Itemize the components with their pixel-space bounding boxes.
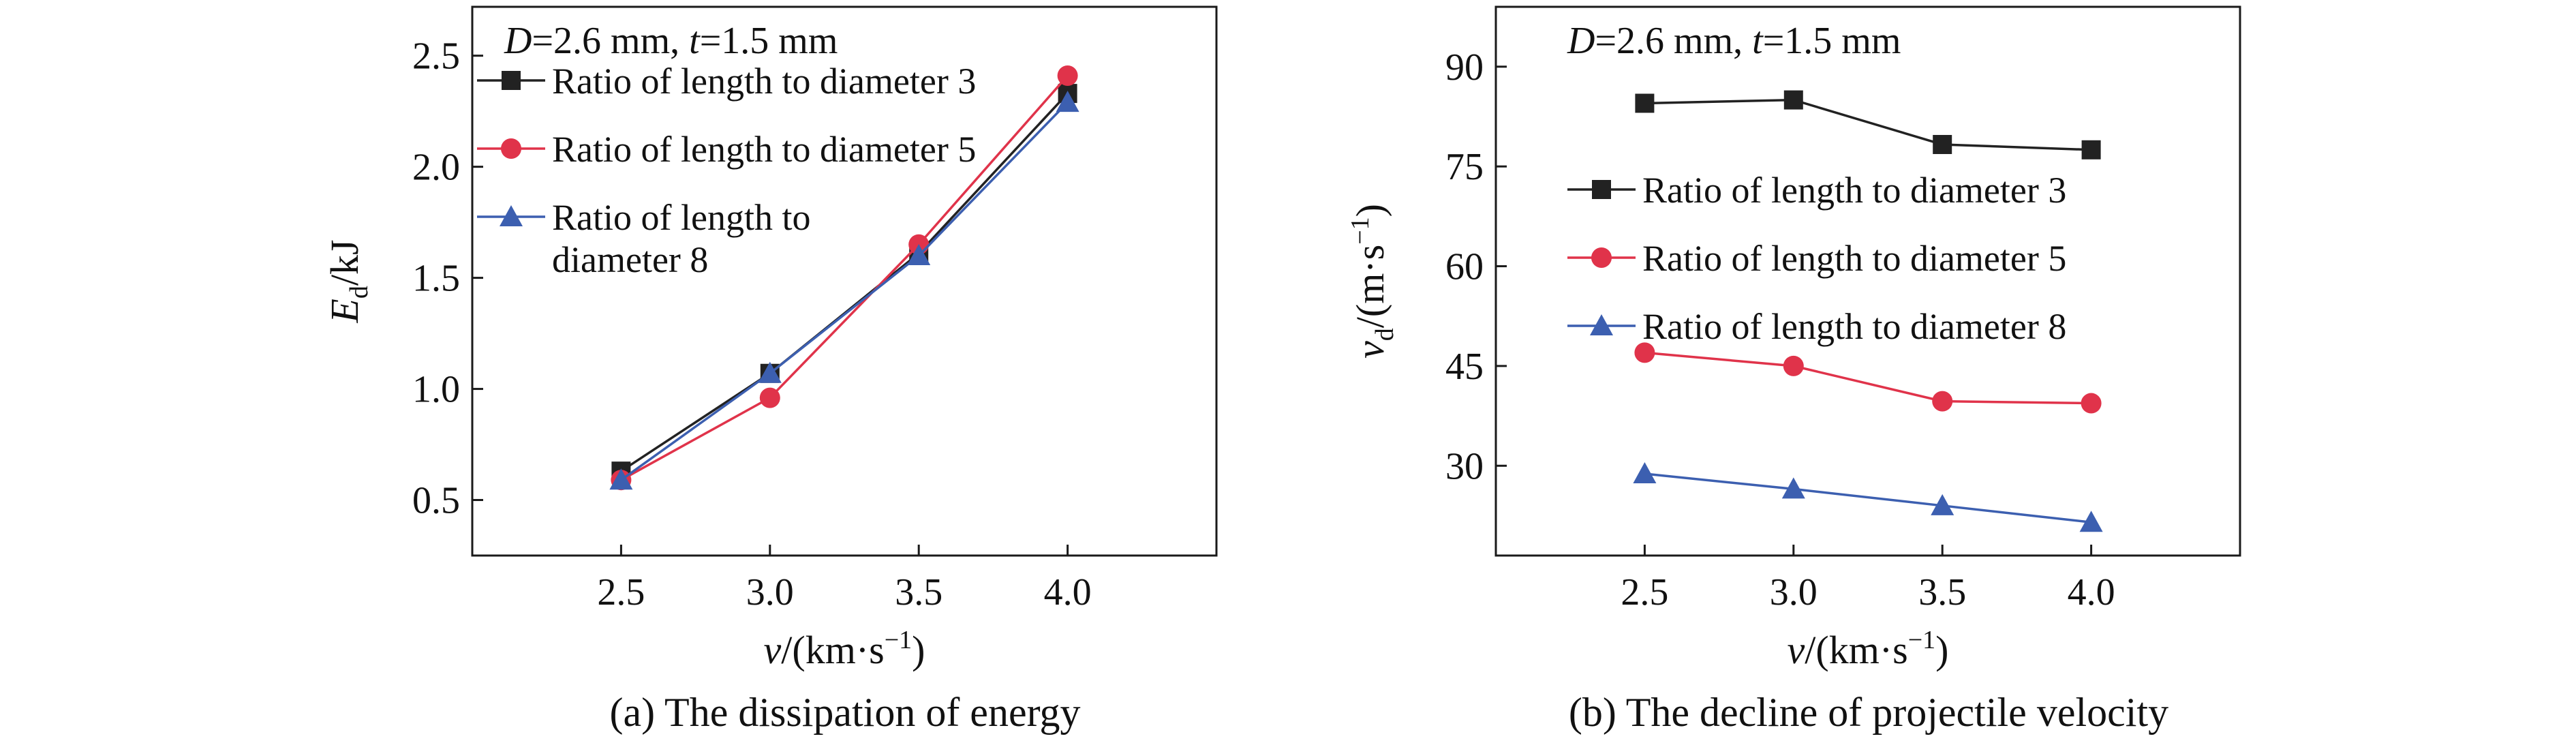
y-tick-label: 1.0 [412,369,460,411]
y-tick-label: 90 [1445,46,1484,89]
data-point [1931,494,1954,515]
x-axis-label: v/(km·s−1) [764,626,925,672]
legend-label: Ratio of length to diameter 5 [1642,238,2066,279]
series-line [620,101,1069,481]
legend-item-2: Ratio of length to diameter 5 [477,129,976,170]
x-tick-label: 3.5 [1918,571,1966,613]
series-3 [609,91,1079,490]
series-line [1644,98,2091,151]
legend-marker [500,205,523,226]
legend-label: Ratio of length to diameter 3 [1642,170,2066,211]
legend-marker [1592,180,1611,199]
x-tick-label: 2.5 [1621,571,1668,613]
legend-label: Ratio of length to diameter 5 [552,129,976,170]
y-tick-label: 60 [1445,246,1484,288]
panel-caption: (b) The decline of projectile velocity [1569,690,2168,735]
y-tick-label: 2.0 [412,147,460,189]
series-1 [1635,90,2101,160]
series-2 [1634,342,2102,414]
legend-item-3: Ratio of length to diameter 8 [1567,306,2066,347]
x-axis-label: v/(km·s−1) [1788,626,1949,672]
data-point [1932,391,1953,412]
legend-label: Ratio of length to diameter 3 [552,61,976,102]
legend-item-1: Ratio of length to diameter 3 [477,61,976,102]
panel-caption: (a) The dissipation of energy [610,690,1081,735]
y-tick-label: 2.5 [412,35,460,78]
y-tick-label: 1.5 [412,258,460,300]
panel-b: 2.5 3.0 3.5 4.0 30 45 60 75 90 v/(km·s−1) vd/(m·s−… [1346,5,2241,735]
legend-item-3: Ratio of length to diameter 8 [477,197,810,280]
legend-marker [501,138,521,159]
y-tick-label: 0.5 [412,480,460,522]
data-point [1056,91,1079,112]
parameter-annotation: D=2.6 mm, t=1.5 mm [504,20,838,62]
x-tick-label: 3.0 [1770,571,1818,613]
legend: Ratio of length to diameter 3 Ratio of le… [1567,170,2066,347]
data-point [1633,461,1657,483]
y-axis-label: Ed/kJ [322,239,373,323]
panel-a: 2.5 3.0 3.5 4.0 0.5 1.0 1.5 2.0 2.5 v/(km·s−1) Ed/… [322,5,1218,735]
data-point [609,468,633,490]
parameter-annotation: D=2.6 mm, t=1.5 mm [1567,20,1901,62]
x-tick-label: 3.0 [746,571,794,613]
legend-item-1: Ratio of length to diameter 3 [1567,170,2066,211]
data-point [1634,342,1655,363]
series-line [620,74,1069,481]
data-point [2081,140,2101,160]
x-tick-label: 4.0 [1044,571,1092,613]
legend-marker [502,71,521,90]
legend-label: Ratio of length to diameter 8 [552,197,810,280]
y-tick-label: 45 [1445,346,1484,388]
y-tick-label: 30 [1445,445,1484,487]
data-point [1783,90,1803,110]
x-tick-label: 4.0 [2068,571,2115,613]
data-point [2081,393,2102,414]
data-point [2079,511,2103,532]
series-3 [1633,461,2103,532]
legend-item-2: Ratio of length to diameter 5 [1567,238,2066,279]
legend-marker [1591,247,1612,268]
plot-frame [471,5,1218,557]
legend: Ratio of length to diameter 3 Ratio of le… [477,61,976,280]
y-axis-label: vd/(m·s−1) [1346,204,1399,359]
data-point [907,244,931,266]
data-point [759,387,780,408]
legend-marker [1590,314,1613,335]
y-tick-label: 75 [1445,146,1484,188]
data-point [1933,134,1952,154]
legend-label: Ratio of length to diameter 8 [1642,306,2066,347]
data-point [1057,65,1078,87]
data-point [1781,477,1805,499]
data-point [1635,93,1655,113]
x-tick-label: 2.5 [597,571,645,613]
x-tick-label: 3.5 [895,571,942,613]
series-line [1644,472,2091,524]
plot-frame [1494,5,2241,557]
data-point [1783,355,1804,376]
data-point [758,361,782,383]
series-line [1644,351,2091,405]
